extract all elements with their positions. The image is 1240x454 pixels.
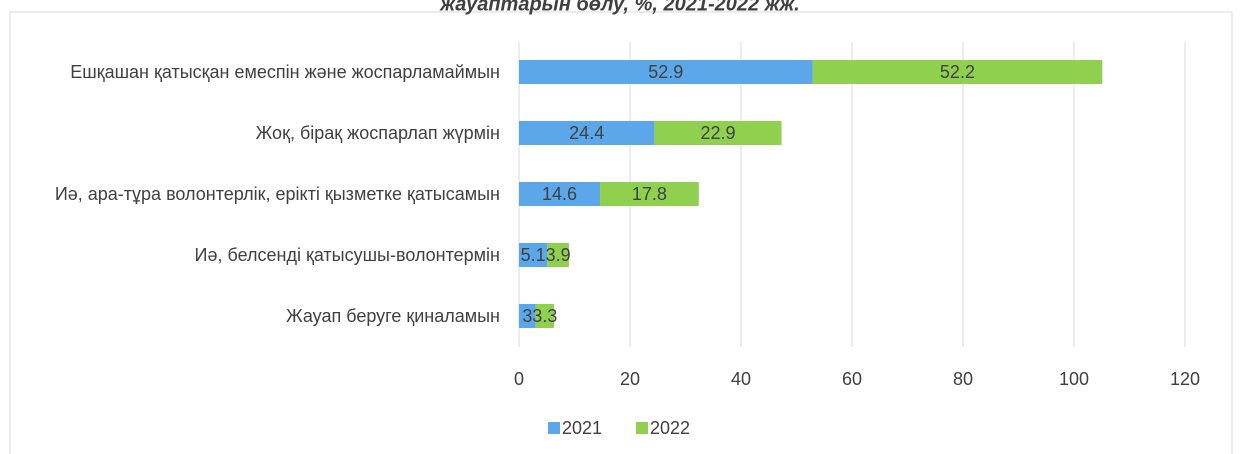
bar-segment bbox=[547, 243, 569, 267]
bar-segment bbox=[812, 60, 1103, 84]
bar-segment bbox=[519, 182, 601, 206]
data-label: 22.9 bbox=[700, 123, 735, 143]
legend-swatch bbox=[636, 422, 648, 434]
bar-segment bbox=[535, 304, 554, 328]
x-tick-label: 0 bbox=[514, 369, 524, 389]
x-tick-label: 100 bbox=[1059, 369, 1089, 389]
data-label: 3 bbox=[522, 306, 532, 326]
chart-border bbox=[9, 11, 1233, 454]
data-label: 5.1 bbox=[521, 245, 546, 265]
data-label: 52.2 bbox=[940, 62, 975, 82]
category-label: Ешқашан қатысқан емеспін және жоспарлама… bbox=[70, 62, 500, 82]
legend-swatch bbox=[548, 422, 560, 434]
data-label: 3.9 bbox=[546, 245, 571, 265]
x-tick-label: 120 bbox=[1170, 369, 1200, 389]
legend-label: 2021 bbox=[562, 418, 602, 438]
data-label: 24.4 bbox=[569, 123, 604, 143]
legend-label: 2022 bbox=[650, 418, 690, 438]
data-label: 14.6 bbox=[542, 184, 577, 204]
data-label: 52.9 bbox=[648, 62, 683, 82]
category-label: Жоқ, бірақ жоспарлап жүрмін bbox=[255, 123, 500, 143]
bar-segment bbox=[519, 304, 536, 328]
bar-segment bbox=[519, 60, 813, 84]
data-label: 3.3 bbox=[532, 306, 557, 326]
x-tick-label: 20 bbox=[620, 369, 640, 389]
data-label: 17.8 bbox=[632, 184, 667, 204]
x-tick-label: 60 bbox=[842, 369, 862, 389]
x-tick-label: 80 bbox=[953, 369, 973, 389]
bar-segment bbox=[600, 182, 699, 206]
bar-segment bbox=[519, 243, 548, 267]
bar-segment bbox=[654, 121, 782, 145]
category-label: Иә, ара-тұра волонтерлік, ерікті қызметк… bbox=[54, 184, 500, 204]
chart-title: жауаптарын бөлу, %, 2021-2022 жж. bbox=[439, 0, 800, 15]
x-tick-label: 40 bbox=[731, 369, 751, 389]
bar-segment bbox=[519, 121, 655, 145]
category-label: Жауап беруге қиналамын bbox=[286, 306, 500, 326]
category-label: Иә, белсенді қатысушы-волонтермін bbox=[194, 245, 500, 265]
